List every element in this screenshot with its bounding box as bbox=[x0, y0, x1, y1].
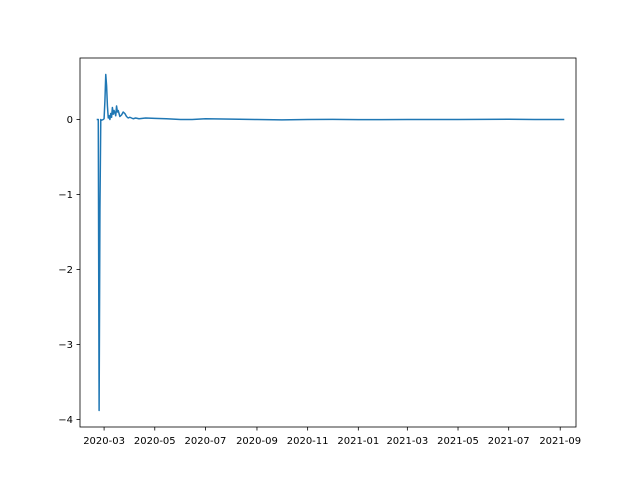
x-tick-label: 2020-03 bbox=[83, 436, 125, 447]
plot-frame bbox=[79, 57, 577, 428]
x-tick-label: 2020-07 bbox=[185, 436, 227, 447]
x-tick-label: 2020-11 bbox=[287, 436, 329, 447]
x-tick-label: 2020-09 bbox=[236, 436, 278, 447]
x-tick-label: 2021-09 bbox=[539, 436, 581, 447]
x-tick-label: 2020-05 bbox=[134, 436, 176, 447]
y-tick-label: 0 bbox=[67, 115, 73, 126]
series-line-0 bbox=[96, 73, 565, 412]
plot-background bbox=[80, 58, 576, 427]
y-tick-label: −3 bbox=[58, 340, 73, 351]
x-tick-label: 2021-05 bbox=[437, 436, 479, 447]
y-tick-label: −1 bbox=[58, 190, 73, 201]
series-layer bbox=[96, 73, 565, 412]
y-tick-label: −2 bbox=[58, 265, 73, 276]
x-tick-label: 2021-07 bbox=[488, 436, 530, 447]
x-tick-label: 2021-01 bbox=[337, 436, 379, 447]
y-tick-label: −4 bbox=[58, 415, 73, 426]
x-tick-label: 2021-03 bbox=[386, 436, 428, 447]
y-axis: 0 −1 −2 −3 −4 bbox=[58, 115, 80, 426]
x-axis: 2020-03 2020-05 2020-07 2020-09 2020-11 2021-… bbox=[83, 427, 581, 447]
